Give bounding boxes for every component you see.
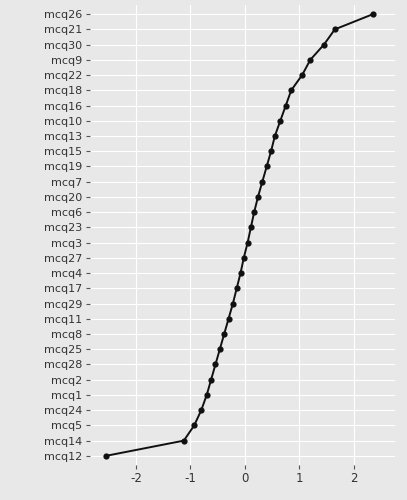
Point	[271, 132, 278, 140]
Point	[244, 238, 251, 246]
Point	[208, 376, 214, 384]
Point	[247, 224, 254, 232]
Point	[230, 300, 236, 308]
Point	[241, 254, 247, 262]
Point	[332, 26, 338, 34]
Point	[212, 360, 219, 368]
Point	[191, 422, 197, 430]
Point	[282, 102, 289, 110]
Point	[255, 193, 261, 201]
Point	[251, 208, 257, 216]
Point	[321, 40, 327, 48]
Point	[259, 178, 266, 186]
Point	[198, 406, 205, 414]
Point	[181, 436, 187, 444]
Point	[263, 162, 270, 170]
Point	[204, 391, 210, 399]
Point	[217, 345, 223, 353]
Point	[237, 269, 244, 277]
Point	[370, 10, 376, 18]
Point	[234, 284, 240, 292]
Point	[103, 452, 109, 460]
Point	[268, 147, 274, 155]
Point	[277, 117, 284, 125]
Point	[221, 330, 228, 338]
Point	[225, 315, 232, 323]
Point	[288, 86, 295, 94]
Point	[299, 71, 305, 79]
Point	[307, 56, 313, 64]
